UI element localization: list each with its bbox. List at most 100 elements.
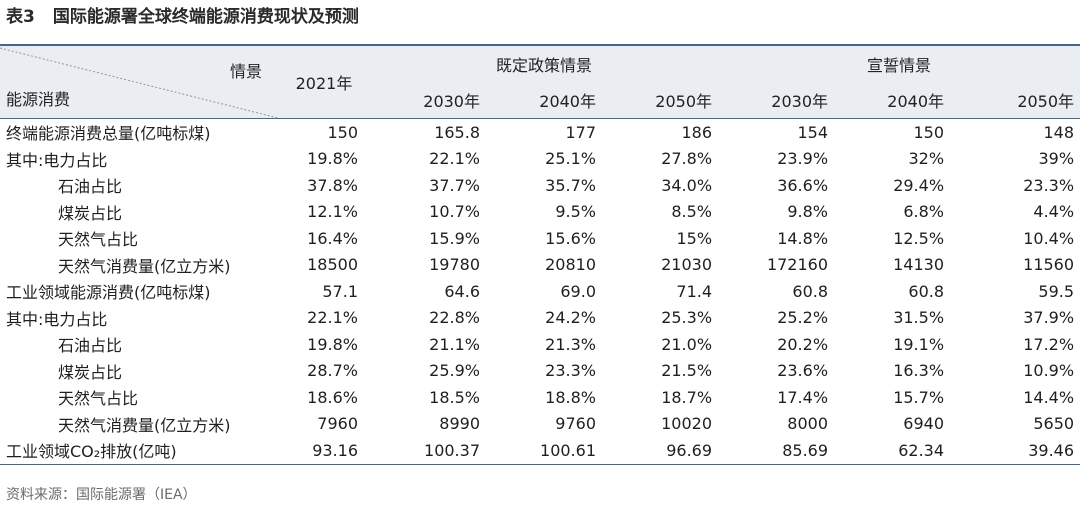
table-row: 其中:电力占比 22.1% 22.8% 24.2% 25.3% 25.2% 31.5% 37.…	[0, 305, 1080, 332]
row-value: 15%	[676, 228, 713, 248]
header-year: 2030年	[718, 82, 835, 119]
row-value: 165.8	[434, 122, 480, 142]
row-value: 60.8	[908, 281, 945, 301]
table-header: 情景 能源消费 2021年 既定政策情景 宣誓情景 2030年 2040年 20…	[0, 45, 1080, 119]
row-value: 23.3%	[545, 361, 596, 381]
row-value: 21.0%	[661, 334, 713, 354]
row-value: 12.5%	[893, 228, 945, 248]
row-label: 天然气消费量(亿立方米)	[58, 415, 231, 435]
row-label: 煤炭占比	[58, 203, 123, 223]
row-value: 6.8%	[903, 202, 945, 222]
row-value: 36.6%	[777, 175, 829, 195]
row-value: 19.1%	[893, 334, 945, 354]
row-value: 28.7%	[307, 361, 358, 381]
header-year: 2050年	[602, 82, 719, 119]
table-title: 表3 国际能源署全球终端能源消费现状及预测	[6, 4, 359, 30]
row-value: 14130	[893, 255, 945, 275]
table-row: 天然气消费量(亿立方米) 18500 19780 20810 21030 172160 14…	[0, 252, 1080, 279]
row-value: 100.61	[540, 440, 596, 460]
row-label: 石油占比	[58, 336, 123, 356]
table-row: 煤炭占比 12.1% 10.7% 9.5% 8.5% 9.8% 6.8% 4.4%	[0, 199, 1080, 226]
row-value: 15.7%	[893, 387, 945, 407]
row-value: 25.2%	[777, 308, 829, 328]
row-label: 天然气消费量(亿立方米)	[58, 256, 231, 276]
row-value: 10.9%	[1023, 361, 1075, 381]
row-value: 5650	[1033, 414, 1075, 434]
row-value: 85.69	[782, 440, 829, 460]
row-value: 150	[327, 122, 358, 142]
row-value: 4.4%	[1033, 202, 1075, 222]
header-group-stated-policies: 既定政策情景	[370, 45, 719, 82]
header-year: 2030年	[370, 82, 486, 119]
table-row: 终端能源消费总量(亿吨标煤) 150 165.8 177 186 154 150 148	[0, 119, 1080, 146]
row-value: 17.2%	[1023, 334, 1075, 354]
row-value: 9.5%	[555, 202, 596, 222]
row-value: 177	[565, 122, 596, 142]
row-value: 71.4	[676, 281, 713, 301]
table-body: 终端能源消费总量(亿吨标煤) 150 165.8 177 186 154 150 148 其中:…	[0, 119, 1080, 464]
row-value: 20.2%	[777, 334, 829, 354]
row-value: 9.8%	[787, 202, 829, 222]
row-value: 21.1%	[429, 334, 480, 354]
row-value: 22.1%	[429, 149, 480, 169]
row-value: 69.0	[560, 281, 596, 301]
row-value: 19780	[429, 255, 480, 275]
row-value: 8990	[439, 414, 480, 434]
header-group-pledges: 宣誓情景	[718, 45, 1080, 82]
row-value: 148	[1043, 122, 1075, 142]
header-year: 2050年	[950, 82, 1080, 119]
table-row: 工业领域能源消费(亿吨标煤) 57.1 64.6 69.0 71.4 60.8 60.8 59…	[0, 278, 1080, 305]
row-value: 10020	[661, 414, 713, 434]
row-value: 16.3%	[893, 361, 945, 381]
row-value: 11560	[1023, 255, 1075, 275]
energy-table-wrapper: 情景 能源消费 2021年 既定政策情景 宣誓情景 2030年 2040年 20…	[0, 44, 1080, 465]
table-row: 天然气占比 16.4% 15.9% 15.6% 15% 14.8% 12.5% 10.4%	[0, 225, 1080, 252]
table-title-text: 国际能源署全球终端能源消费现状及预测	[52, 7, 359, 27]
corner-label-scenario: 情景	[229, 62, 262, 81]
row-value: 6940	[903, 414, 945, 434]
row-value: 7960	[317, 414, 358, 434]
row-value: 9760	[555, 414, 596, 434]
table-row: 天然气消费量(亿立方米) 7960 8990 9760 10020 8000 6940 565…	[0, 411, 1080, 438]
row-value: 57.1	[322, 281, 358, 301]
row-value: 21.3%	[545, 334, 596, 354]
row-value: 18.8%	[545, 387, 596, 407]
table-row: 其中:电力占比 19.8% 22.1% 25.1% 27.8% 23.9% 32% 39%	[0, 146, 1080, 173]
row-value: 14.8%	[777, 228, 829, 248]
row-value: 22.8%	[429, 308, 480, 328]
row-value: 29.4%	[893, 175, 945, 195]
row-value: 20810	[545, 255, 596, 275]
row-value: 8.5%	[671, 202, 713, 222]
row-value: 35.7%	[545, 175, 596, 195]
row-value: 18.5%	[429, 387, 480, 407]
row-value: 21030	[661, 255, 713, 275]
row-value: 8000	[787, 414, 829, 434]
row-value: 10.7%	[429, 202, 480, 222]
table-row: 工业领域CO₂排放(亿吨) 93.16 100.37 100.61 96.69 85.69…	[0, 437, 1080, 464]
row-value: 23.9%	[777, 149, 829, 169]
row-value: 12.1%	[307, 202, 358, 222]
row-label: 石油占比	[58, 177, 123, 197]
table-row: 石油占比 19.8% 21.1% 21.3% 21.0% 20.2% 19.1% 17.2%	[0, 331, 1080, 358]
row-label: 其中:电力占比	[6, 150, 108, 170]
row-value: 16.4%	[307, 228, 358, 248]
row-value: 64.6	[444, 281, 480, 301]
table-row: 石油占比 37.8% 37.7% 35.7% 34.0% 36.6% 29.4% 23.3%	[0, 172, 1080, 199]
row-value: 23.3%	[1023, 175, 1075, 195]
table-row: 天然气占比 18.6% 18.5% 18.8% 18.7% 17.4% 15.7% 14.4%	[0, 384, 1080, 411]
row-label: 终端能源消费总量(亿吨标煤)	[6, 124, 211, 144]
row-value: 60.8	[792, 281, 829, 301]
row-value: 18500	[307, 255, 358, 275]
source-note: 资料来源：国际能源署（IEA）	[6, 487, 197, 503]
row-value: 100.37	[424, 440, 480, 460]
corner-label-consumption: 能源消费	[6, 90, 71, 109]
corner-cell: 情景 能源消费	[0, 45, 278, 119]
row-value: 15.6%	[545, 228, 596, 248]
row-value: 19.8%	[307, 149, 358, 169]
row-value: 37.9%	[1023, 308, 1075, 328]
row-value: 59.5	[1038, 281, 1075, 301]
row-value: 37.7%	[429, 175, 480, 195]
table-row: 煤炭占比 28.7% 25.9% 23.3% 21.5% 23.6% 16.3% 10.9%	[0, 358, 1080, 385]
row-label: 天然气占比	[58, 230, 139, 250]
row-value: 93.16	[312, 440, 358, 460]
